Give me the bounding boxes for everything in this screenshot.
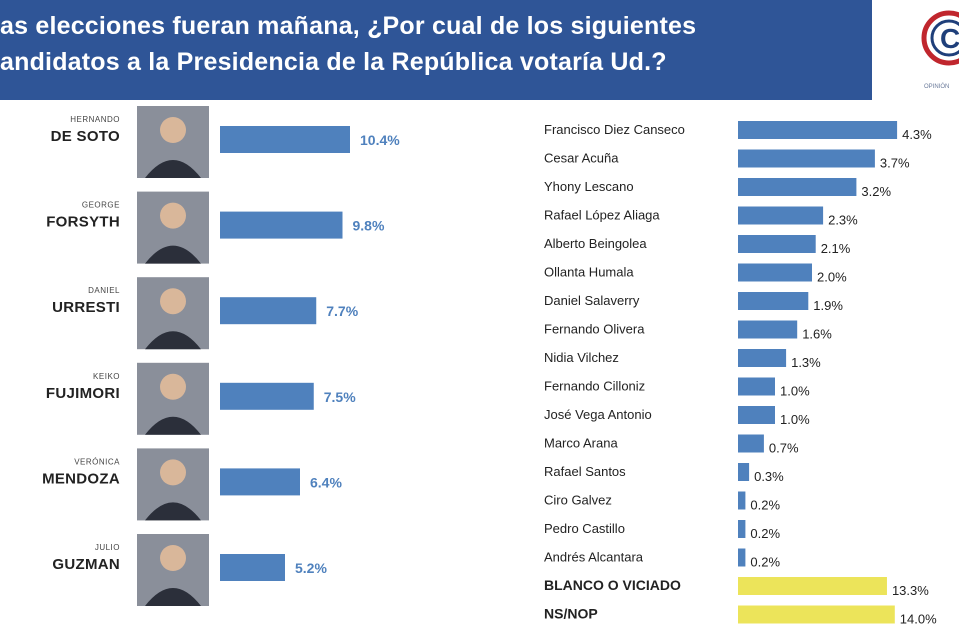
bar (738, 491, 746, 510)
category-label: Cesar Acuña (544, 151, 619, 166)
bar (738, 235, 816, 253)
logo-letter: C (940, 23, 959, 54)
logo-inner-ring-icon (930, 19, 959, 57)
data-label: 2.1% (821, 241, 851, 256)
candidate-last-name: MENDOZA (42, 470, 120, 487)
bar (738, 463, 750, 481)
category-label: Nidia Vilchez (544, 350, 619, 365)
logo-ring-icon (921, 10, 959, 66)
logo-subtext: OPINIÓN (924, 84, 950, 90)
candidate-last-name: GUZMAN (52, 556, 120, 573)
candidate-last-name: FUJIMORI (46, 385, 120, 402)
data-label: 0.2% (750, 526, 780, 541)
bar (220, 468, 300, 496)
category-label: Rafael López Aliaga (544, 208, 660, 223)
data-label: 7.7% (326, 303, 358, 319)
photo-body-icon (145, 502, 201, 521)
bar (738, 292, 809, 310)
category-label: Francisco Diez Canseco (544, 122, 685, 137)
bar (220, 554, 285, 581)
bar (220, 126, 350, 153)
photo-body-icon (145, 416, 201, 435)
data-label: 1.9% (813, 298, 843, 313)
data-label: 13.3% (892, 583, 929, 598)
candidate-last-name: URRESTI (52, 299, 120, 316)
pollster-logo: C (921, 10, 959, 66)
data-label: 4.3% (902, 127, 932, 142)
category-label: Fernando Olivera (544, 322, 645, 337)
data-label: 2.0% (817, 270, 847, 285)
photo-body-icon (145, 245, 201, 264)
category-label: Rafael Santos (544, 464, 626, 479)
data-label: 0.7% (769, 441, 799, 456)
bar (220, 382, 314, 410)
candidate-first-name: KEIKO (93, 372, 120, 381)
data-label: 7.5% (324, 389, 356, 405)
category-label: Pedro Castillo (544, 521, 625, 536)
category-label: José Vega Antonio (544, 407, 652, 422)
bar (738, 577, 887, 595)
poll-chart: HERNANDO DE SOTO 10.4% GEORGE FORSYTH 9.8% DAN… (42, 106, 937, 627)
bar (738, 377, 775, 396)
candidate-last-name: DE SOTO (51, 128, 120, 145)
data-label: 1.3% (791, 355, 821, 370)
category-label: Yhony Lescano (544, 179, 634, 194)
data-label: 10.4% (360, 132, 400, 148)
category-label: NS/NOP (544, 606, 598, 622)
candidate-first-name: DANIEL (88, 286, 120, 295)
data-label: 3.7% (880, 156, 910, 171)
category-label: Marco Arana (544, 436, 618, 451)
data-label: 3.2% (861, 184, 891, 199)
bar (738, 149, 875, 168)
bar (738, 178, 857, 196)
bar (220, 211, 343, 239)
candidate-last-name: FORSYTH (46, 214, 120, 231)
data-label: 1.0% (780, 384, 810, 399)
data-label: 14.0% (900, 612, 937, 627)
bar (738, 206, 824, 225)
data-label: 0.2% (750, 498, 780, 513)
bar (738, 605, 895, 624)
category-label: BLANCO O VICIADO (544, 577, 681, 593)
bar (738, 349, 787, 367)
bar (738, 520, 746, 538)
title-banner: as elecciones fueran mañana, ¿Por cual d… (0, 0, 872, 100)
photo-head-icon (160, 545, 186, 571)
photo-head-icon (160, 459, 186, 486)
category-label: Ciro Galvez (544, 493, 612, 508)
bar (738, 406, 775, 424)
data-label: 6.4% (310, 474, 342, 490)
bar (738, 320, 798, 339)
bar (738, 263, 812, 282)
candidate-first-name: JULIO (95, 543, 120, 552)
candidate-first-name: GEORGE (82, 201, 120, 210)
category-label: Ollanta Humala (544, 265, 634, 280)
bar (220, 297, 317, 325)
data-label: 1.6% (802, 327, 832, 342)
bar (738, 121, 898, 139)
data-label: 9.8% (353, 218, 385, 234)
photo-body-icon (145, 331, 201, 350)
data-label: 0.3% (754, 469, 784, 484)
category-label: Alberto Beingolea (544, 236, 647, 251)
candidate-first-name: HERNANDO (70, 115, 120, 124)
bar (738, 548, 746, 567)
data-label: 0.2% (750, 555, 780, 570)
photo-head-icon (160, 202, 186, 229)
category-label: Andrés Alcantara (544, 550, 644, 565)
category-label: Fernando Cilloniz (544, 379, 645, 394)
photo-head-icon (160, 373, 186, 400)
title-line-2: andidatos a la Presidencia de la Repúbli… (0, 48, 667, 76)
photo-body-icon (145, 588, 201, 606)
photo-body-icon (145, 160, 201, 178)
photo-head-icon (160, 117, 186, 143)
category-label: Daniel Salaverry (544, 293, 640, 308)
data-label: 2.3% (828, 213, 858, 228)
bar (738, 434, 764, 453)
title-line-1: as elecciones fueran mañana, ¿Por cual d… (0, 12, 697, 40)
photo-head-icon (160, 288, 186, 315)
candidate-first-name: VERÓNICA (74, 457, 120, 466)
data-label: 1.0% (780, 412, 810, 427)
data-label: 5.2% (295, 560, 327, 576)
